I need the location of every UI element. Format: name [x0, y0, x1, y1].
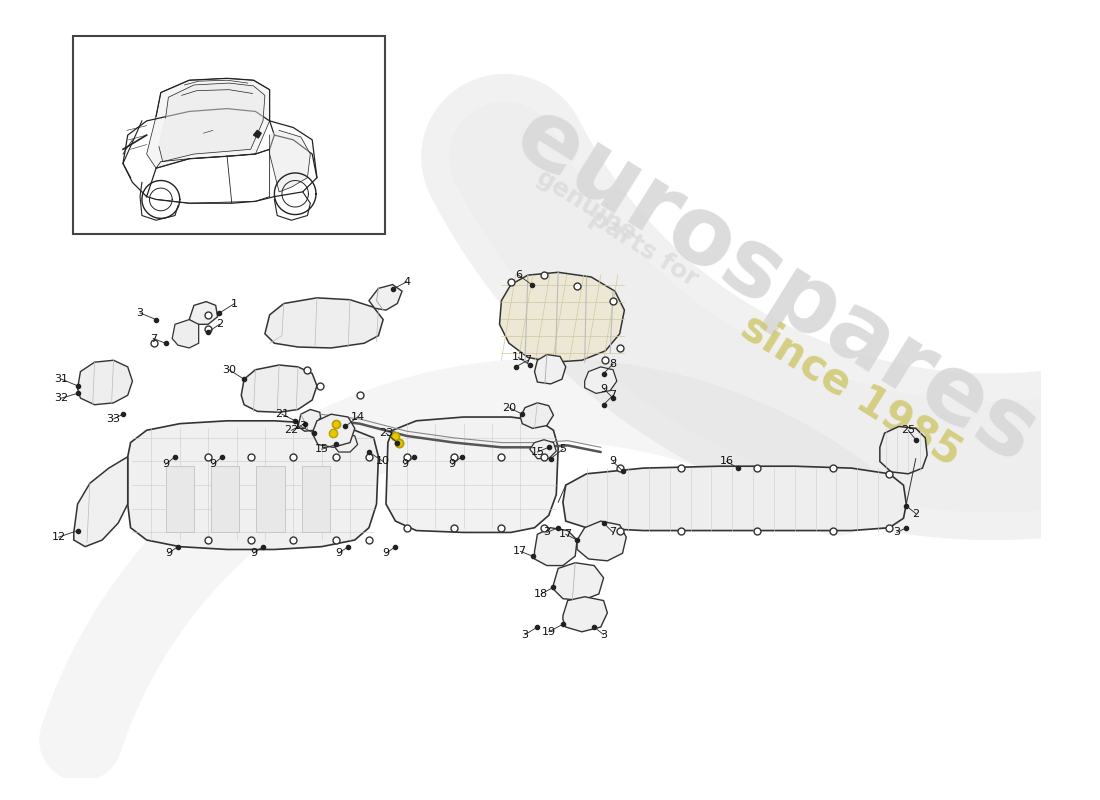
- Text: 2: 2: [912, 509, 920, 518]
- Text: eurospares: eurospares: [498, 89, 1054, 484]
- Text: 7: 7: [609, 390, 617, 400]
- Text: 25: 25: [901, 426, 915, 435]
- Polygon shape: [298, 410, 321, 431]
- Text: 7: 7: [525, 355, 531, 366]
- Text: 21: 21: [275, 409, 289, 419]
- Text: 9: 9: [165, 548, 172, 558]
- Text: 22: 22: [284, 426, 298, 435]
- Text: 17: 17: [514, 546, 527, 556]
- Text: 12: 12: [52, 532, 66, 542]
- Text: 9: 9: [609, 457, 617, 466]
- Text: 14: 14: [351, 412, 365, 422]
- Polygon shape: [530, 440, 557, 458]
- Polygon shape: [520, 403, 553, 428]
- Text: 5: 5: [560, 444, 566, 454]
- Text: parts for: parts for: [585, 206, 702, 291]
- Text: 32: 32: [54, 393, 68, 403]
- Polygon shape: [128, 421, 378, 550]
- Text: 3: 3: [521, 630, 529, 640]
- Text: 7: 7: [150, 334, 157, 343]
- Text: 3: 3: [136, 308, 143, 318]
- Polygon shape: [368, 285, 403, 310]
- Text: 23: 23: [378, 428, 393, 438]
- Text: 10: 10: [376, 457, 390, 466]
- Text: 9: 9: [209, 459, 217, 470]
- Text: 30: 30: [222, 365, 235, 374]
- Polygon shape: [312, 414, 355, 447]
- Polygon shape: [563, 597, 607, 632]
- Polygon shape: [78, 360, 132, 405]
- Polygon shape: [880, 426, 927, 474]
- FancyBboxPatch shape: [73, 36, 385, 234]
- Text: 9: 9: [383, 548, 389, 558]
- Text: 18: 18: [535, 589, 548, 599]
- Text: 3: 3: [893, 527, 901, 538]
- Polygon shape: [331, 433, 358, 452]
- Polygon shape: [146, 78, 270, 168]
- Text: 3: 3: [543, 527, 550, 538]
- Polygon shape: [241, 365, 317, 412]
- Text: since 1985: since 1985: [734, 306, 969, 475]
- Polygon shape: [301, 466, 330, 533]
- Polygon shape: [553, 562, 604, 601]
- Polygon shape: [578, 521, 626, 561]
- Polygon shape: [535, 354, 565, 384]
- Text: 15: 15: [530, 447, 544, 457]
- Text: 33: 33: [107, 414, 121, 424]
- Polygon shape: [256, 466, 285, 533]
- Polygon shape: [211, 466, 240, 533]
- Text: 17: 17: [559, 530, 573, 539]
- Text: 9: 9: [336, 548, 342, 558]
- Text: 9: 9: [162, 459, 169, 470]
- Polygon shape: [158, 83, 265, 162]
- Polygon shape: [386, 417, 558, 533]
- Polygon shape: [585, 367, 617, 394]
- Text: 9: 9: [250, 548, 257, 558]
- Text: 11: 11: [512, 353, 526, 362]
- Text: 13: 13: [294, 422, 308, 431]
- Text: 6: 6: [515, 270, 521, 280]
- Text: 31: 31: [55, 374, 68, 384]
- Polygon shape: [173, 319, 199, 348]
- Polygon shape: [265, 298, 383, 348]
- Text: 4: 4: [404, 277, 410, 286]
- Polygon shape: [166, 466, 194, 533]
- Text: 9: 9: [402, 459, 408, 470]
- Text: 19: 19: [541, 626, 556, 637]
- Text: 9: 9: [600, 384, 607, 394]
- Text: 3: 3: [601, 630, 607, 640]
- Text: 16: 16: [719, 457, 734, 466]
- Polygon shape: [189, 302, 218, 324]
- Polygon shape: [563, 466, 906, 530]
- Text: 7: 7: [609, 527, 617, 538]
- Polygon shape: [270, 130, 310, 192]
- Polygon shape: [535, 528, 578, 566]
- Polygon shape: [253, 130, 261, 138]
- Text: genuine: genuine: [531, 166, 641, 246]
- Text: 9: 9: [449, 459, 455, 470]
- Text: 1: 1: [231, 298, 238, 309]
- Text: 20: 20: [502, 402, 516, 413]
- Text: 15: 15: [315, 444, 329, 454]
- Polygon shape: [499, 272, 625, 362]
- Text: 8: 8: [609, 359, 617, 369]
- Polygon shape: [74, 457, 128, 546]
- Text: 2: 2: [216, 319, 223, 330]
